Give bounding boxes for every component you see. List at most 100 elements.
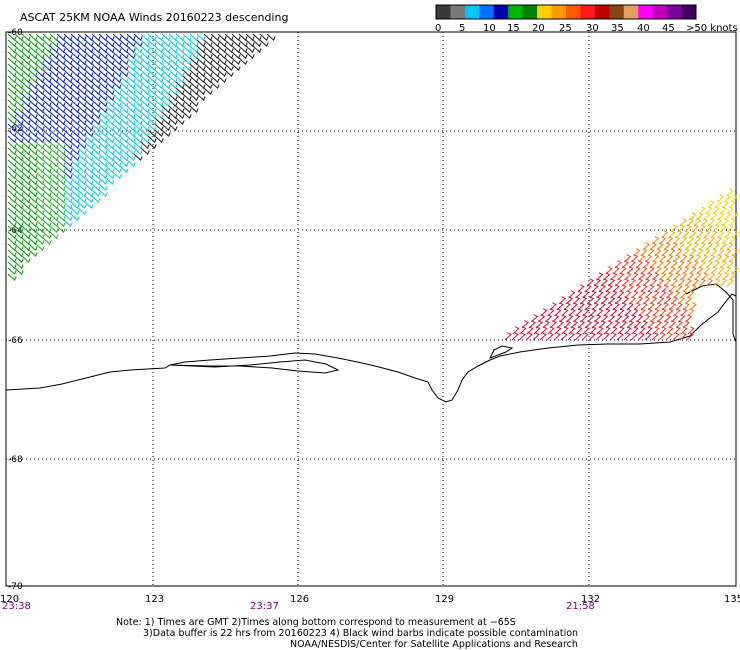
wind-barb xyxy=(7,39,17,47)
wind-barb xyxy=(63,135,73,143)
wind-barb xyxy=(98,153,108,161)
wind-barb xyxy=(721,200,729,209)
wind-barb xyxy=(140,45,150,53)
wind-barb xyxy=(175,51,185,59)
map-title: ASCAT 25KM NOAA Winds 20160223 descendin… xyxy=(20,11,288,24)
wind-barb xyxy=(677,224,685,233)
wind-barb xyxy=(161,87,171,95)
wind-barb xyxy=(609,332,617,341)
wind-barb xyxy=(70,45,80,53)
wind-barb xyxy=(14,237,24,245)
wind-barb xyxy=(28,183,38,191)
colorbar-swatch xyxy=(566,5,581,19)
wind-barb xyxy=(196,75,206,83)
wind-barb xyxy=(56,75,66,83)
wind-barb xyxy=(91,63,101,71)
wind-barb xyxy=(126,75,136,83)
wind-barb xyxy=(586,278,594,287)
wind-barb xyxy=(49,129,59,137)
wind-barb xyxy=(42,33,52,41)
wind-barb xyxy=(673,254,681,263)
wind-barb xyxy=(91,117,101,125)
wind-barb xyxy=(105,69,115,77)
lon-label: 126 xyxy=(290,594,309,605)
wind-barb xyxy=(56,33,66,41)
wind-barb xyxy=(14,159,24,167)
wind-barb xyxy=(112,93,122,101)
wind-barb xyxy=(35,231,45,239)
graticule xyxy=(6,32,736,586)
wind-barb xyxy=(49,39,59,47)
wind-barb xyxy=(701,254,709,263)
wind-barb xyxy=(577,302,585,311)
wind-barb xyxy=(715,254,723,263)
wind-barb xyxy=(105,45,115,53)
wind-barb xyxy=(42,171,52,179)
wind-barb xyxy=(7,171,17,179)
wind-barb xyxy=(133,153,143,161)
wind-barb xyxy=(565,296,574,305)
wind-barb xyxy=(126,153,136,161)
wind-barb xyxy=(666,326,674,335)
wind-barb xyxy=(616,332,624,341)
wind-barb xyxy=(84,81,94,89)
wind-barb xyxy=(594,314,602,323)
wind-barb xyxy=(719,206,727,215)
wind-barb xyxy=(105,141,115,149)
wind-barb xyxy=(640,302,648,311)
wind-barb xyxy=(563,320,571,329)
colorbar-swatch xyxy=(493,5,509,19)
wind-barb xyxy=(21,135,31,143)
wind-barb xyxy=(28,39,38,47)
wind-barb xyxy=(624,326,632,335)
wind-barb xyxy=(161,69,171,77)
wind-barb xyxy=(598,302,606,311)
wind-barb xyxy=(605,302,613,311)
wind-barb xyxy=(119,117,129,125)
wind-barb xyxy=(696,212,704,221)
wind-barb xyxy=(28,189,38,197)
wind-barb xyxy=(640,284,648,293)
wind-barb xyxy=(56,123,66,131)
wind-barb xyxy=(70,93,80,101)
wind-barb xyxy=(652,254,660,263)
wind-barb xyxy=(98,183,108,191)
wind-barb xyxy=(84,69,94,77)
wind-barb xyxy=(112,159,122,167)
wind-barb xyxy=(661,248,669,257)
wind-barb xyxy=(605,284,613,293)
wind-barb xyxy=(49,219,59,227)
wind-barb xyxy=(77,123,87,131)
wind-barb xyxy=(7,177,17,185)
wind-barb xyxy=(49,69,59,77)
wind-barb xyxy=(196,87,206,95)
wind-barb xyxy=(670,242,678,251)
wind-barb xyxy=(35,105,45,113)
wind-barb xyxy=(266,33,276,41)
wind-barb xyxy=(196,81,206,89)
wind-barb xyxy=(14,111,24,119)
wind-barb xyxy=(700,236,709,245)
wind-barb xyxy=(189,51,199,59)
wind-barb xyxy=(49,45,59,53)
wind-barb xyxy=(665,236,674,245)
wind-barb xyxy=(91,87,101,95)
wind-barb xyxy=(140,99,150,107)
wind-barb xyxy=(196,63,206,71)
wind-barb xyxy=(7,141,17,149)
wind-barb xyxy=(722,272,730,281)
wind-barb xyxy=(14,81,24,89)
wind-barb xyxy=(615,314,623,323)
wind-barb xyxy=(91,147,101,155)
wind-barb xyxy=(147,45,157,53)
wind-barb xyxy=(682,248,690,257)
wind-barb xyxy=(28,105,38,113)
wind-barb xyxy=(586,296,595,305)
wind-barb xyxy=(168,51,178,59)
wind-barb xyxy=(56,99,66,107)
wind-barb xyxy=(98,75,108,83)
wind-barb xyxy=(189,105,199,113)
wind-barb xyxy=(28,99,38,107)
colorbar-label: 20 xyxy=(532,23,545,34)
wind-barb xyxy=(147,81,157,89)
